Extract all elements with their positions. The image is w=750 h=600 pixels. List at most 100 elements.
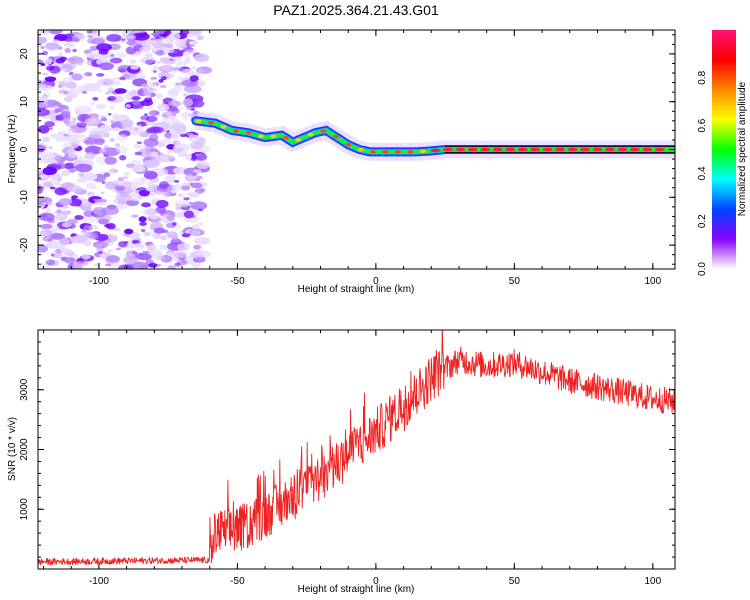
noise-blob [68,198,82,207]
noise-blob [100,115,107,119]
noise-blob [145,94,151,99]
noise-blob [38,185,45,191]
noise-blob [66,148,76,155]
noise-blob [178,245,187,251]
ridge-hotspot [505,147,516,152]
noise-blob [131,96,141,101]
spectrogram-ridge [191,111,675,161]
snr-background [38,330,675,569]
noise-blob [191,172,197,176]
noise-blob [155,199,169,208]
noise-blob [42,166,58,176]
noise-blob [98,148,107,153]
noise-blob [171,148,182,154]
ridge-hotspot [542,147,553,152]
noise-blob [152,99,157,103]
ridge-hotspot [307,132,314,137]
noise-blob [108,105,116,110]
noise-blob [38,36,47,44]
noise-blob [58,89,67,94]
noise-blob [135,30,142,34]
noise-blob [40,63,46,66]
noise-blob [160,76,167,81]
noise-blob [54,33,68,42]
noise-blob [38,84,53,92]
noise-blob [95,103,106,110]
noise-blob [104,156,117,165]
noise-blob [99,198,107,203]
noise-blob [45,208,51,212]
noise-blob [166,150,171,154]
spectrogram-x-axis: -100 -50 0 50 100 [43,30,662,287]
noise-blob [194,53,210,62]
noise-blob [103,172,111,178]
noise-blob [49,186,56,190]
noise-blob [105,263,112,267]
noise-blob [150,214,159,220]
noise-blob [119,76,126,81]
figure-title: PAZ1.2025.364.21.43.G01 [273,2,439,18]
ridge-hotspot [517,147,528,152]
snr-x-axis: -100 -50 0 50 100 [43,330,662,587]
ridge-hotspot [395,150,402,154]
noise-blob [188,201,193,205]
noise-blob [173,108,178,112]
noise-blob [66,128,74,133]
spectrogram-x-tick-label: 100 [644,276,661,287]
noise-blob [169,157,175,162]
noise-blob [86,192,92,196]
ridge-hotspot [555,147,566,152]
noise-blob [45,41,60,51]
noise-blob [143,170,158,180]
snr-panel: -100 -50 0 50 100 1000 2000 3000 Height of str… [7,329,676,595]
noise-blob [101,181,106,184]
noise-blob [40,45,45,50]
noise-blob [195,80,206,87]
noise-blob [63,162,76,170]
noise-blob [95,81,102,86]
spectrogram-x-tick-label: 0 [373,276,379,287]
noise-blob [183,197,190,201]
noise-blob [167,252,175,257]
noise-blob [41,136,50,142]
ridge-hotspot [233,129,240,133]
noise-blob [63,42,75,48]
noise-blob [191,155,198,160]
noise-blob [64,257,76,264]
colorbar-tick-label: 0.0 [697,262,708,276]
noise-blob [98,62,114,71]
noise-blob [61,222,72,228]
noise-blob [126,249,133,253]
noise-blob [152,70,158,73]
noise-blob [116,145,128,154]
noise-blob [96,43,112,52]
noise-blob [184,217,192,223]
ridge-hotspot [455,147,466,152]
noise-blob [181,233,191,238]
noise-blob [182,183,186,187]
noise-blob [136,73,147,80]
noise-blob [44,121,56,128]
noise-blob [166,214,175,221]
noise-blob [167,265,176,269]
noise-blob [126,125,145,135]
noise-blob [86,52,96,59]
noise-blob [146,106,154,110]
spectrogram-y-tick-label: 20 [19,48,30,60]
ridge-hotspot [579,147,590,152]
noise-blob [45,259,56,266]
ridge-hotspot [629,147,640,152]
noise-blob [67,91,74,97]
noise-blob [148,81,157,88]
noise-blob [196,175,203,180]
noise-blob [69,72,84,82]
noise-blob [117,176,124,182]
spectrogram-y-tick-label: -10 [19,190,30,205]
noise-blob [157,255,166,261]
ridge-hotspot [357,147,364,152]
noise-blob [182,116,188,121]
noise-blob [131,214,139,218]
noise-blob [81,229,87,233]
noise-blob [97,218,110,225]
noise-blob [65,81,77,89]
